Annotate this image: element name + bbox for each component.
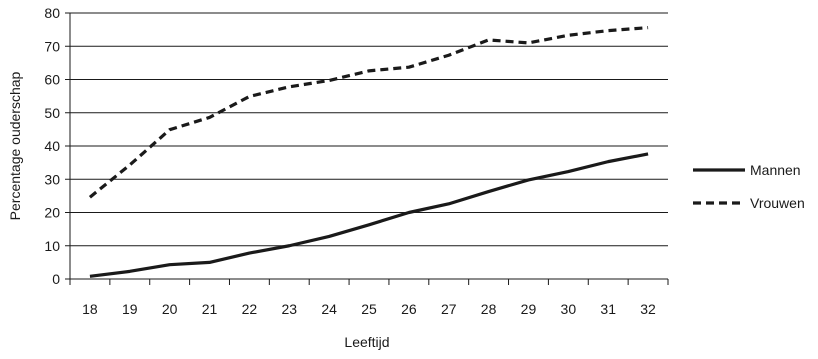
- x-tick-label: 29: [521, 301, 537, 317]
- y-tick-label: 40: [44, 138, 60, 154]
- x-tick-label: 25: [361, 301, 377, 317]
- series-lines: [88, 26, 649, 278]
- series-line-vrouwen: [88, 26, 649, 199]
- x-tick-label: 23: [281, 301, 297, 317]
- x-tick-label: 21: [202, 301, 218, 317]
- x-tick-label: 18: [82, 301, 98, 317]
- x-tick-label: 22: [242, 301, 258, 317]
- x-tick-label: 19: [122, 301, 138, 317]
- x-tick-label: 30: [561, 301, 577, 317]
- y-tick-label: 70: [44, 38, 60, 54]
- y-tick-label: 60: [44, 72, 60, 88]
- y-tick-label: 30: [44, 171, 60, 187]
- x-tick-label: 20: [162, 301, 178, 317]
- x-tick-label: 26: [401, 301, 417, 317]
- legend: Mannen Vrouwen: [693, 162, 805, 211]
- y-axis-title: Percentage ouderschap: [7, 71, 23, 220]
- series-line-mannen: [89, 152, 649, 278]
- x-tick-label: 27: [441, 301, 457, 317]
- x-tick-label: 28: [481, 301, 497, 317]
- y-tick-label: 50: [44, 105, 60, 121]
- x-axis-title: Leeftijd: [344, 334, 389, 350]
- gridlines: [70, 12, 668, 247]
- y-tick-label: 80: [44, 5, 60, 21]
- legend-label-mannen: Mannen: [750, 162, 801, 178]
- y-tick-label: 20: [44, 205, 60, 221]
- y-tick-label: 10: [44, 238, 60, 254]
- y-tick-label: 0: [52, 271, 60, 287]
- legend-label-vrouwen: Vrouwen: [750, 195, 805, 211]
- x-tick-label: 32: [640, 301, 656, 317]
- x-tick-label: 24: [321, 301, 337, 317]
- axes: 0 10 20 30 40 50 60 70 80 18 19 20 21 22 23 24 25 26 27 28 2…: [44, 5, 669, 317]
- x-tick-label: 31: [600, 301, 616, 317]
